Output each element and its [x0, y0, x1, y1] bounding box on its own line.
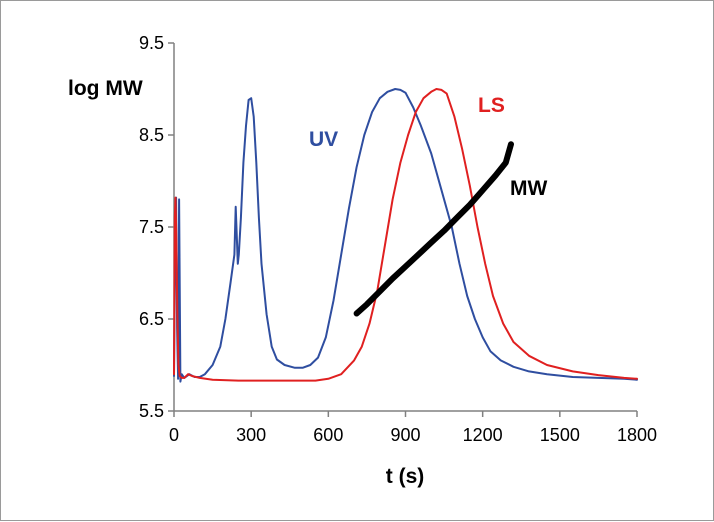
series-line-ls [173, 88, 638, 382]
x-axis-title: t (s) [386, 465, 425, 488]
x-tick-label: 300 [236, 425, 266, 445]
x-tick-label: 900 [390, 425, 420, 445]
x-tick-label: 1800 [617, 425, 657, 445]
y-axis-title: log MW [68, 77, 143, 100]
series-line-mw [353, 141, 514, 317]
series-label-mw: MW [510, 177, 547, 200]
x-tick-label: 600 [313, 425, 343, 445]
series-label-uv: UV [309, 128, 338, 151]
y-tick-label: 5.5 [139, 401, 164, 421]
labels-layer: log MW t (s) UV LS MW [68, 77, 547, 488]
series-line-uv [173, 88, 638, 383]
series-layer [173, 88, 638, 383]
series-label-ls: LS [478, 94, 505, 117]
x-tick-label: 1200 [463, 425, 503, 445]
y-tick-label: 6.5 [139, 309, 164, 329]
axes: 5.5 6.5 7.5 8.5 9.5 0 300 600 900 1200 1500 1800 [139, 33, 657, 445]
y-tick-label: 9.5 [139, 33, 164, 53]
y-tick-label: 7.5 [139, 217, 164, 237]
x-tick-label: 0 [169, 425, 179, 445]
x-tick-label: 1500 [540, 425, 580, 445]
y-tick-label: 8.5 [139, 125, 164, 145]
